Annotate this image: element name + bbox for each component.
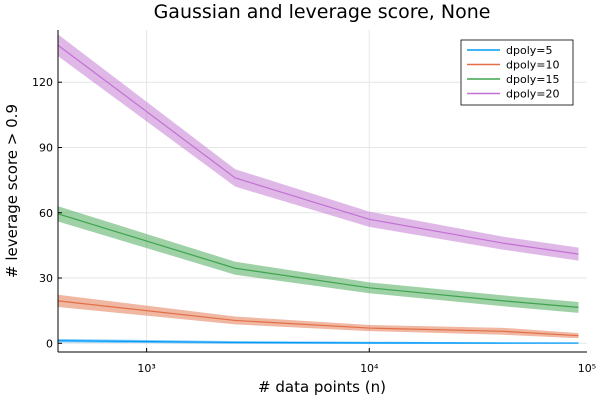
legend-label: dpoly=5 bbox=[506, 44, 552, 57]
chart-title: Gaussian and leverage score, None bbox=[154, 1, 491, 23]
line-series-0 bbox=[57, 340, 579, 344]
line-series-1 bbox=[57, 300, 579, 337]
y-tick-label: 0 bbox=[46, 337, 53, 350]
legend-label: dpoly=15 bbox=[506, 73, 559, 86]
x-tick-label: 10⁴ bbox=[360, 362, 379, 375]
y-tick-label: 30 bbox=[39, 272, 53, 285]
line-series-3 bbox=[57, 44, 579, 255]
legend-label: dpoly=20 bbox=[506, 88, 559, 101]
x-tick-label: 10³ bbox=[137, 362, 155, 375]
y-tick-label: 90 bbox=[39, 141, 53, 154]
legend-label: dpoly=10 bbox=[506, 59, 559, 72]
y-tick-label: 120 bbox=[32, 76, 53, 89]
y-axis-label: # leverage score > 0.9 bbox=[3, 104, 21, 278]
line-series-2 bbox=[57, 213, 579, 308]
band-series-2 bbox=[58, 206, 579, 313]
legend-box bbox=[460, 39, 574, 106]
x-axis-label: # data points (n) bbox=[258, 378, 386, 396]
ticks: 0 30 60 90 120 10³ 10⁴ 10⁵ bbox=[32, 76, 596, 375]
series-lines bbox=[57, 44, 579, 344]
x-tick-label: 10⁵ bbox=[578, 362, 596, 375]
y-tick-label: 60 bbox=[39, 207, 53, 220]
band-series-1 bbox=[58, 294, 579, 339]
